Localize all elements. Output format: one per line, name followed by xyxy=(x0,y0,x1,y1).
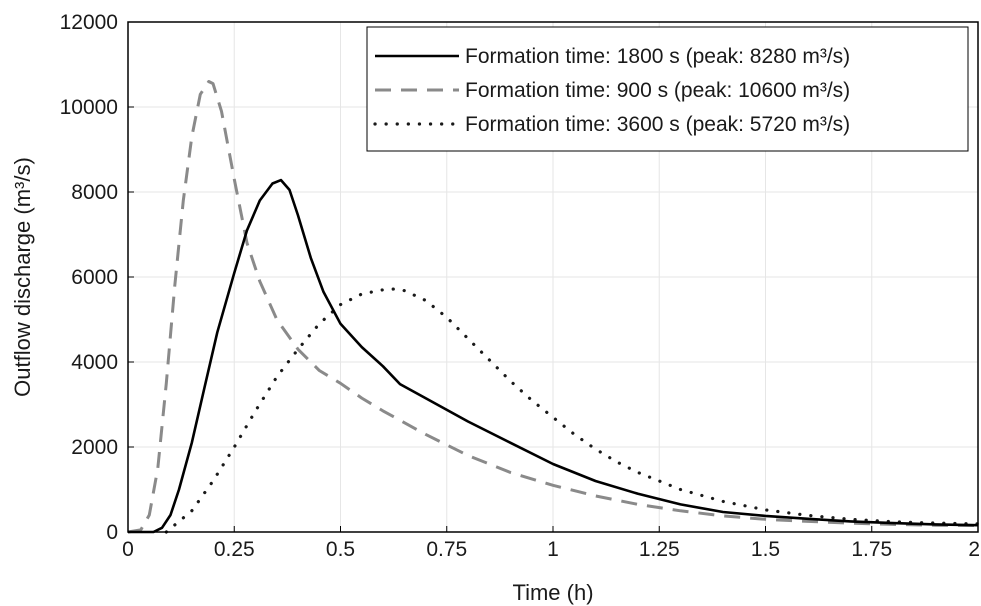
x-axis-title: Time (h) xyxy=(512,580,593,605)
legend-entry-3600s: Formation time: 3600 s (peak: 5720 m³/s) xyxy=(373,113,850,136)
x-tick-label-2: 2 xyxy=(968,538,980,561)
legend-label-3600s: Formation time: 3600 s (peak: 5720 m³/s) xyxy=(465,113,850,136)
series-line-solid xyxy=(128,178,979,534)
x-tick-label-1-25: 1.25 xyxy=(639,538,680,561)
y-tick-label-8000: 8000 xyxy=(71,181,118,204)
y-tick-label-6000: 6000 xyxy=(71,266,118,289)
series-line-dashed xyxy=(127,80,979,534)
y-tick-label-4000: 4000 xyxy=(71,351,118,374)
legend: Formation time: 1800 s (peak: 8280 m³/s)… xyxy=(366,26,969,152)
x-tick-label-1-75: 1.75 xyxy=(851,538,892,561)
x-tick-label-1: 1 xyxy=(547,538,559,561)
legend-entry-900s: Formation time: 900 s (peak: 10600 m³/s) xyxy=(375,79,850,102)
series-lines xyxy=(127,80,980,534)
x-tick-label-0: 0 xyxy=(122,538,134,561)
x-tick-label-0-25: 0.25 xyxy=(214,538,255,561)
legend-entry-1800s: Formation time: 1800 s (peak: 8280 m³/s) xyxy=(375,45,850,68)
x-tick-label-0-5: 0.5 xyxy=(326,538,355,561)
y-tick-label-10000: 10000 xyxy=(60,96,118,119)
legend-label-900s: Formation time: 900 s (peak: 10600 m³/s) xyxy=(465,79,850,102)
y-axis-title: Outflow discharge (m³/s) xyxy=(10,157,35,397)
y-tick-label-0: 0 xyxy=(106,521,118,544)
series-line-dotted xyxy=(164,287,980,534)
axis-ticks: 0 0.25 0.5 0.75 1 1.25 1.5 1.75 2 0 2000 4000 6000 80… xyxy=(60,11,980,561)
y-tick-label-12000: 12000 xyxy=(60,11,118,34)
x-tick-label-1-5: 1.5 xyxy=(751,538,780,561)
legend-label-1800s: Formation time: 1800 s (peak: 8280 m³/s) xyxy=(465,45,850,68)
x-tick-label-0-75: 0.75 xyxy=(426,538,467,561)
legend-box xyxy=(366,26,969,152)
y-tick-label-2000: 2000 xyxy=(71,436,118,459)
